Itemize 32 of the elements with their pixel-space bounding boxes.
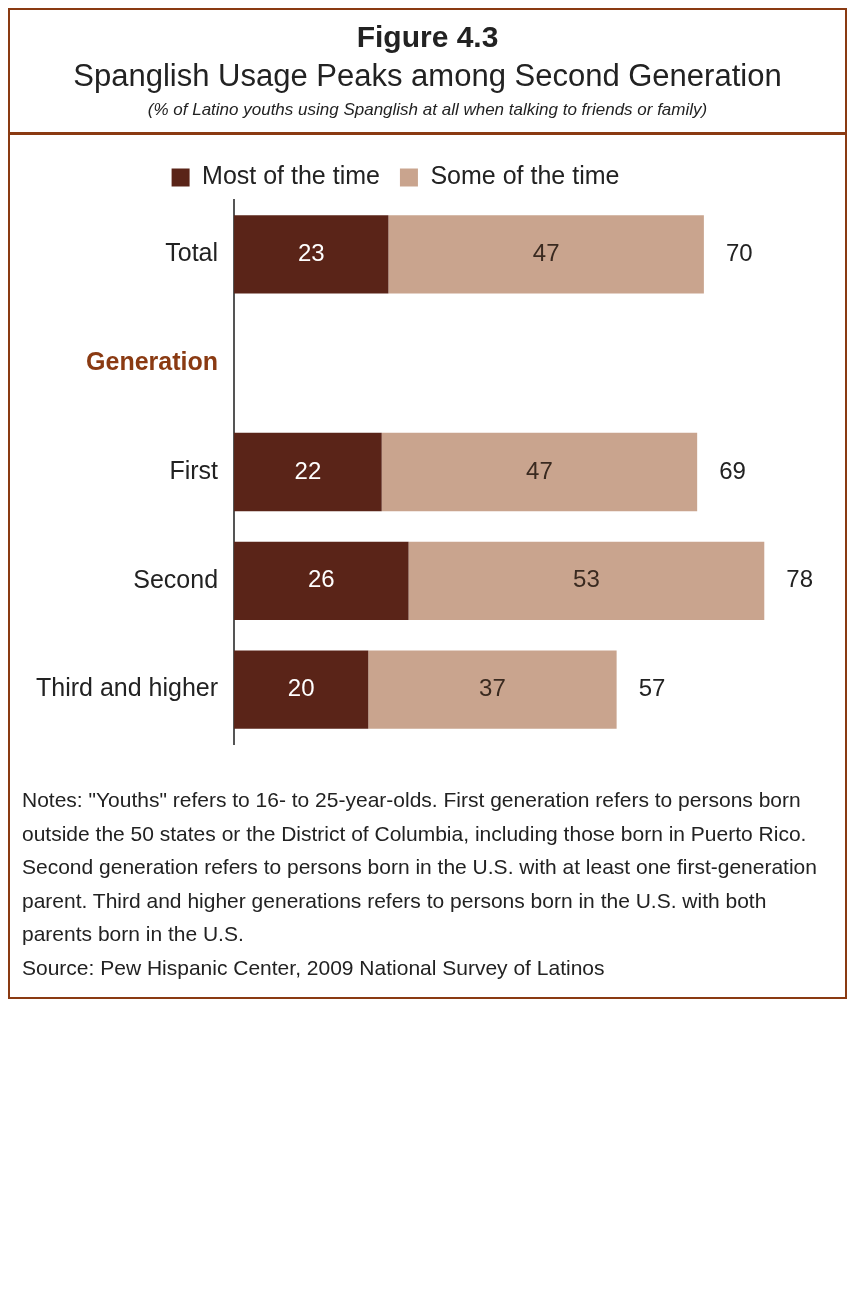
- bar: [234, 215, 389, 294]
- data-label: 37: [479, 674, 506, 702]
- data-label: 47: [526, 456, 553, 484]
- y-tick-label: Third and higher: [35, 673, 219, 702]
- source-note: Source: Pew Hispanic Center, 2009 National Survey of Latinos: [22, 954, 606, 981]
- chart-title: Figure 4.3: [355, 20, 500, 54]
- text: (% of Latino youths using Spanglish at all when talking to friends or family): [146, 100, 709, 120]
- chart-subtitle: Spanglish Usage Peaks among Second Generation: [72, 58, 783, 94]
- bar: [234, 650, 369, 729]
- data-label: 47: [532, 239, 560, 267]
- y-tick-label: Generation: [86, 347, 219, 376]
- data-label: 26: [307, 565, 335, 593]
- y-tick-label: Total: [165, 238, 219, 267]
- total-label: 78: [786, 565, 813, 593]
- data-label: 20: [287, 674, 315, 702]
- bar: [381, 432, 698, 512]
- bar: [234, 432, 382, 512]
- total-label: 57: [638, 674, 666, 702]
- bar: [234, 541, 409, 620]
- bar: [388, 215, 704, 294]
- legend-label: Some of the time: [430, 161, 620, 190]
- total-label: 70: [725, 239, 753, 267]
- bar: [408, 541, 765, 620]
- data-label: 23: [297, 239, 325, 267]
- bar: [368, 650, 617, 729]
- text: Notes: "Youths" refers to 16- to 25-year-olds. First generation refers to persons born outside the 50 states or the District of Columbia, including those born in Puerto Rico. Second generation refers to persons born in the U.S. with at least one first-generation parent. Third and higher generations refers to persons born in the U.S. with both parents born in the U.S.: [22, 787, 818, 948]
- legend-label: Most of the time: [202, 161, 380, 190]
- y-tick-label: Second: [133, 564, 219, 593]
- data-label: 22: [294, 456, 322, 484]
- total-label: 69: [719, 456, 746, 484]
- data-label: 53: [573, 565, 600, 593]
- y-tick-label: First: [169, 455, 219, 484]
